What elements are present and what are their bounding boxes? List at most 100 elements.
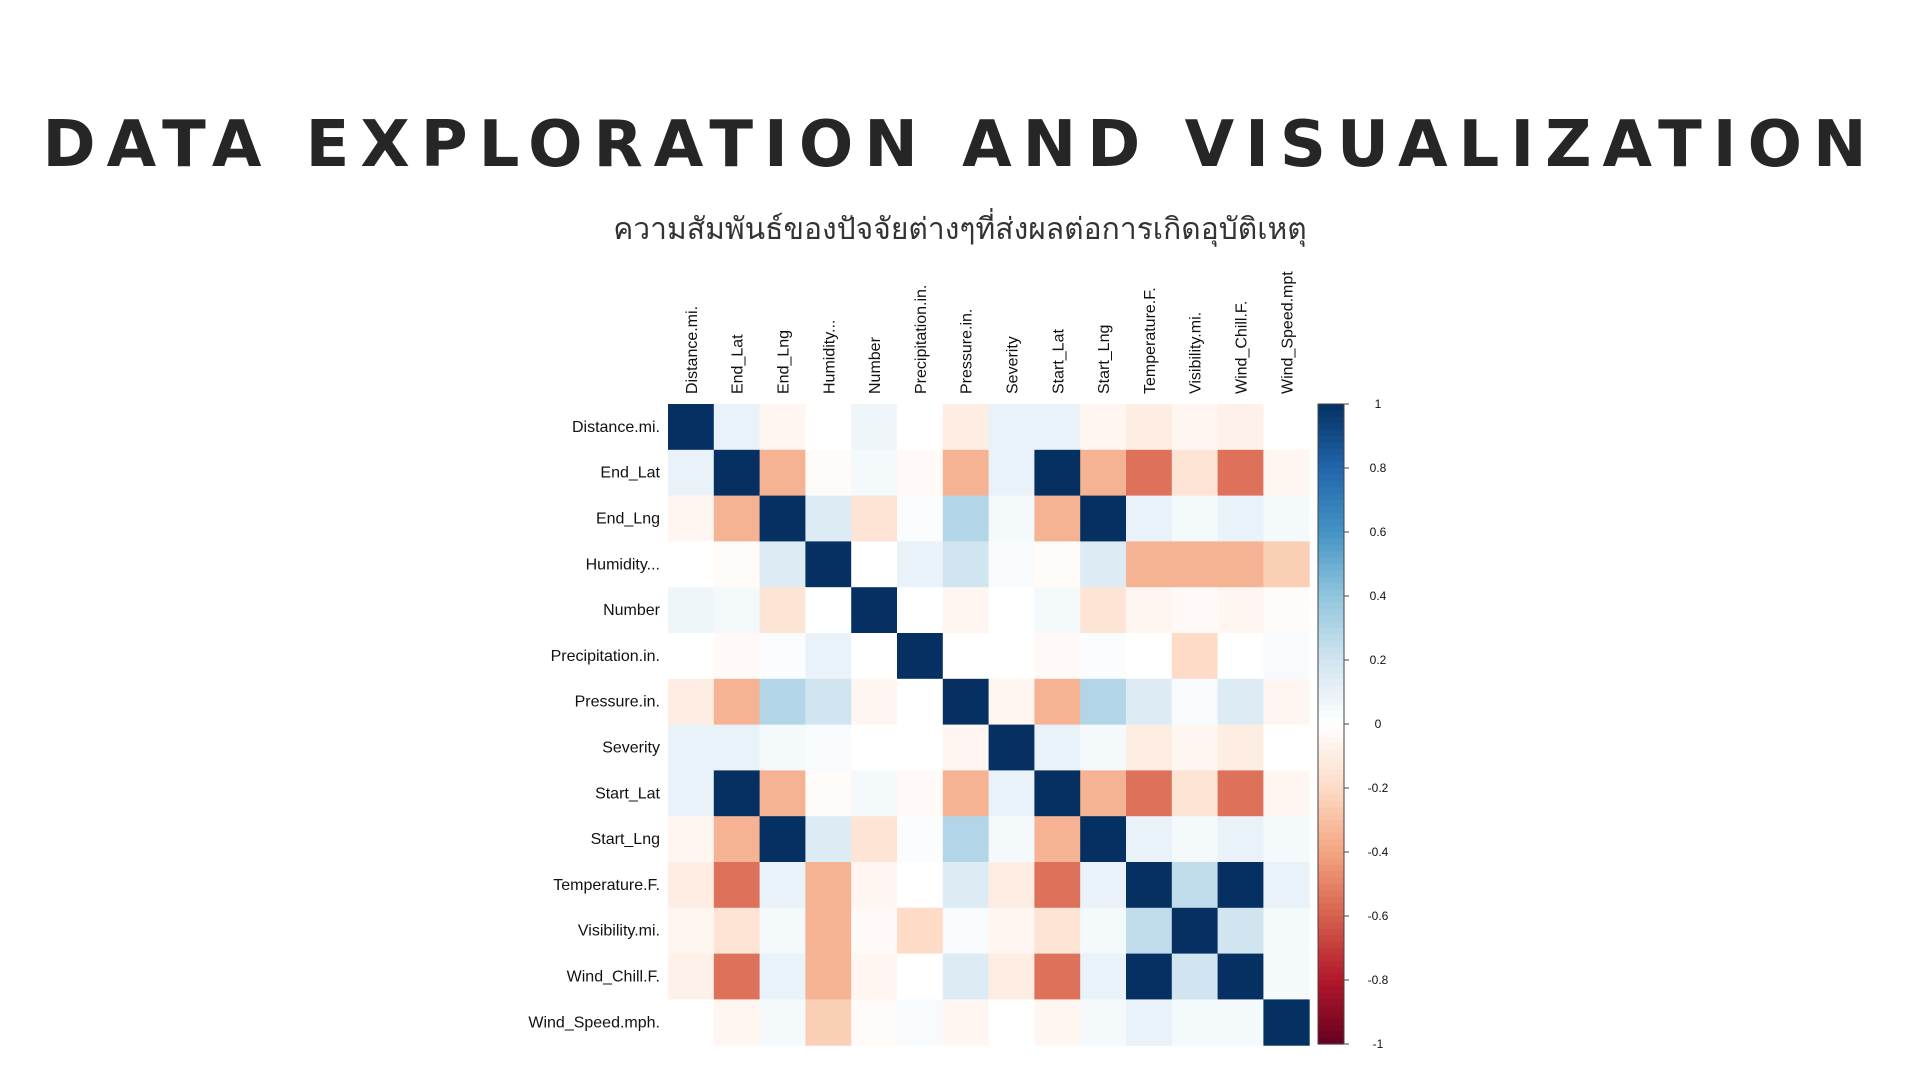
colorbar-segment	[1318, 692, 1344, 699]
heatmap-cell	[805, 770, 852, 817]
heatmap-cell	[1263, 495, 1310, 542]
heatmap-cell	[805, 953, 852, 1000]
heatmap-cell	[1217, 541, 1264, 588]
heatmap-cell	[1034, 404, 1081, 451]
heatmap-cell	[668, 816, 715, 863]
heatmap-cell	[988, 816, 1035, 863]
heatmap-cell	[988, 404, 1035, 451]
colorbar-segment	[1318, 493, 1344, 501]
colorbar-segment	[1318, 685, 1344, 693]
heatmap-cell	[713, 724, 761, 771]
row-tick-label: Start_Lat	[595, 785, 660, 802]
heatmap-cell	[805, 633, 852, 680]
heatmap-cell	[713, 999, 761, 1046]
heatmap-cell	[759, 404, 806, 451]
colorbar-segment	[1318, 839, 1344, 847]
heatmap-cell	[713, 404, 761, 451]
colorbar-segment	[1318, 973, 1344, 981]
heatmap-cell	[668, 999, 715, 1046]
heatmap-cell	[1080, 678, 1127, 726]
column-tick-label: Wind_Speed.mpt	[1279, 271, 1296, 394]
colorbar-segment	[1318, 666, 1344, 674]
heatmap-cell	[1263, 770, 1310, 817]
heatmap-cell	[897, 587, 944, 634]
heatmap-cell	[1034, 953, 1081, 1000]
heatmap-cell	[942, 816, 990, 863]
colorbar-segment	[1318, 608, 1344, 616]
colorbar-segment	[1318, 807, 1344, 815]
heatmap-cell	[942, 724, 990, 771]
row-tick-label: Wind_Speed.mph.	[528, 1014, 660, 1031]
colorbar-segment	[1318, 800, 1344, 808]
heatmap-cell	[1263, 724, 1310, 771]
colorbar-segment	[1318, 404, 1344, 411]
colorbar-segment	[1318, 736, 1344, 744]
heatmap-cell	[713, 495, 761, 542]
heatmap-cell	[851, 862, 898, 909]
heatmap-cell	[713, 770, 761, 817]
colorbar-segment	[1318, 615, 1344, 623]
heatmap-cell	[805, 678, 852, 726]
colorbar-segment	[1318, 896, 1344, 904]
heatmap-cell	[668, 541, 715, 588]
colorbar-segment	[1318, 992, 1344, 1000]
heatmap-cell	[1263, 587, 1310, 634]
colorbar-segment	[1318, 506, 1344, 514]
heatmap-cell	[713, 541, 761, 588]
heatmap-cell	[988, 953, 1035, 1000]
heatmap-cell	[759, 678, 806, 726]
colorbar-tick-label: -0.6	[1368, 909, 1389, 923]
heatmap-cell	[1171, 495, 1219, 542]
heatmap-cell	[942, 678, 990, 726]
heatmap-cell	[897, 449, 944, 497]
heatmap-cell	[1171, 816, 1219, 863]
colorbar-segment	[1318, 877, 1344, 885]
heatmap-cell	[759, 953, 806, 1000]
colorbar-segment	[1318, 436, 1344, 443]
heatmap-cell	[851, 449, 898, 497]
colorbar-segment	[1318, 461, 1344, 469]
colorbar-segment	[1318, 711, 1344, 719]
heatmap-cell	[942, 999, 990, 1046]
colorbar-segment	[1318, 890, 1344, 898]
heatmap-cell	[1080, 816, 1127, 863]
heatmap-cell	[988, 541, 1035, 588]
colorbar-segment	[1318, 935, 1344, 943]
column-tick-label: Visibility.mi.	[1188, 312, 1205, 394]
heatmap-cell	[897, 862, 944, 909]
heatmap-cell	[988, 495, 1035, 542]
heatmap-cell	[713, 678, 761, 726]
heatmap-cell	[713, 862, 761, 909]
heatmap-cell	[1126, 587, 1173, 634]
row-tick-label: Humidity...	[586, 556, 660, 573]
heatmap-cell	[1171, 633, 1219, 680]
heatmap-cell	[1080, 907, 1127, 955]
heatmap-cell	[988, 862, 1035, 909]
heatmap-cell	[668, 953, 715, 1000]
colorbar-tick-label: 1	[1375, 397, 1382, 411]
heatmap-cell	[759, 770, 806, 817]
heatmap-cell	[1126, 953, 1173, 1000]
colorbar-segment	[1318, 474, 1344, 482]
colorbar-segment	[1318, 986, 1344, 994]
colorbar-segment	[1318, 480, 1344, 488]
heatmap-cell	[1126, 907, 1173, 955]
colorbar-segment	[1318, 916, 1344, 923]
colorbar-segment	[1318, 820, 1344, 827]
colorbar-segment	[1318, 788, 1344, 795]
heatmap-cell	[759, 907, 806, 955]
colorbar-segment	[1318, 704, 1344, 712]
heatmap-cell	[713, 816, 761, 863]
colorbar-segment	[1318, 781, 1344, 789]
heatmap-cell	[668, 633, 715, 680]
column-tick-label: Start_Lng	[1096, 325, 1113, 394]
row-tick-label: Severity	[602, 740, 660, 757]
column-labels: Distance.mi. End_Lat End_Lng Humidity... Num…	[684, 271, 1296, 394]
heatmap-cell	[1263, 633, 1310, 680]
colorbar-segment	[1318, 429, 1344, 437]
heatmap-cell	[759, 816, 806, 863]
row-tick-label: Temperature.F.	[553, 877, 660, 894]
colorbar-segment	[1318, 500, 1344, 507]
heatmap-cell	[668, 724, 715, 771]
heatmap-cell	[1080, 404, 1127, 451]
